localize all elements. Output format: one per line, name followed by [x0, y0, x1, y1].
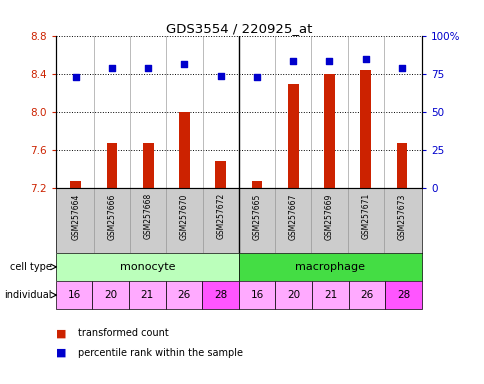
Bar: [251, 181, 262, 188]
Bar: [70, 181, 81, 188]
Text: 21: 21: [323, 290, 336, 300]
Bar: [238, 281, 275, 309]
Text: 26: 26: [360, 290, 373, 300]
Bar: [106, 142, 117, 188]
Text: 20: 20: [287, 290, 300, 300]
Text: GSM257667: GSM257667: [288, 193, 297, 240]
Bar: [56, 281, 92, 309]
Bar: [312, 281, 348, 309]
Point: [72, 74, 79, 81]
Bar: [142, 142, 153, 188]
Text: GSM257666: GSM257666: [107, 193, 116, 240]
Bar: [384, 281, 421, 309]
Text: 16: 16: [250, 290, 263, 300]
Bar: [323, 74, 334, 188]
Point: [289, 58, 297, 64]
Text: 16: 16: [67, 290, 80, 300]
Point: [253, 74, 260, 81]
Point: [397, 65, 405, 71]
Bar: [215, 161, 226, 188]
Text: GSM257672: GSM257672: [216, 193, 225, 239]
Bar: [275, 281, 312, 309]
Text: monocyte: monocyte: [120, 262, 175, 272]
Bar: [238, 253, 421, 281]
Text: GSM257665: GSM257665: [252, 193, 261, 240]
Text: ■: ■: [56, 348, 66, 358]
Point: [216, 73, 224, 79]
Bar: [202, 281, 238, 309]
Bar: [179, 112, 190, 188]
Title: GDS3554 / 220925_at: GDS3554 / 220925_at: [166, 22, 311, 35]
Bar: [396, 142, 407, 188]
Text: GSM257664: GSM257664: [71, 193, 80, 240]
Bar: [348, 281, 384, 309]
Bar: [166, 281, 202, 309]
Text: percentile rank within the sample: percentile rank within the sample: [77, 348, 242, 358]
Text: 21: 21: [140, 290, 153, 300]
Text: 28: 28: [213, 290, 227, 300]
Text: 20: 20: [104, 290, 117, 300]
Point: [144, 65, 152, 71]
Point: [361, 56, 369, 62]
Point: [325, 58, 333, 64]
Text: 28: 28: [396, 290, 409, 300]
Text: cell type: cell type: [10, 262, 52, 272]
Bar: [360, 70, 370, 188]
Text: individual: individual: [5, 290, 52, 300]
Text: GSM257673: GSM257673: [397, 193, 406, 240]
Text: ■: ■: [56, 328, 66, 338]
Point: [180, 61, 188, 67]
Text: GSM257671: GSM257671: [361, 193, 369, 239]
Text: macrophage: macrophage: [295, 262, 364, 272]
Text: transformed count: transformed count: [77, 328, 168, 338]
Text: GSM257669: GSM257669: [324, 193, 333, 240]
Text: 26: 26: [177, 290, 190, 300]
Text: GSM257668: GSM257668: [143, 193, 152, 239]
Text: GSM257670: GSM257670: [180, 193, 189, 240]
Bar: [287, 84, 298, 188]
Bar: [56, 253, 238, 281]
Bar: [129, 281, 166, 309]
Bar: [92, 281, 129, 309]
Point: [108, 65, 116, 71]
